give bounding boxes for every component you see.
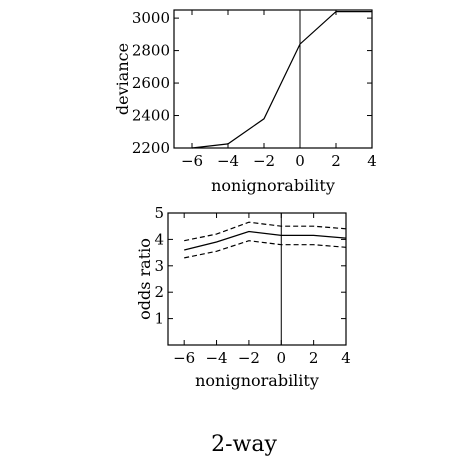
- x-tick-label: 2: [331, 152, 341, 170]
- series-line-0: [184, 221, 347, 242]
- x-axis-title: nonignorability: [195, 371, 319, 390]
- x-tick-label: 0: [276, 349, 286, 367]
- series-line-2: [184, 240, 347, 259]
- series-line-0: [191, 11, 372, 149]
- x-tick-label: 2: [309, 349, 319, 367]
- x-tick-label: −2: [253, 152, 275, 170]
- y-tick-label: 2400: [132, 107, 170, 125]
- x-tick-label: −4: [217, 152, 239, 170]
- odds-ratio-chart: −6 −4 −2 0 2 4 1 2 3 4 5 nonignorability odds ratio: [135, 204, 351, 390]
- y-tick-label: 4: [154, 230, 164, 248]
- deviance-chart: −6 −4 −2 0 2 4 2200 2400 2600 2800 3000 nonignorabi…: [113, 9, 377, 195]
- plot-frame: [173, 9, 373, 149]
- plot-frame: [167, 212, 347, 346]
- x-tick-label: 4: [341, 349, 351, 367]
- y-tick-label: 3: [154, 257, 164, 275]
- y-tick-label: 2800: [132, 42, 170, 60]
- y-tick-label: 2: [154, 283, 164, 301]
- x-axis-title: nonignorability: [211, 176, 335, 195]
- x-tick-label: −2: [238, 349, 260, 367]
- x-tick-label: −4: [205, 349, 227, 367]
- figure-caption: 2-way: [211, 432, 277, 457]
- y-axis-title: deviance: [113, 43, 132, 115]
- y-tick-label: 2200: [132, 139, 170, 157]
- x-tick-label: 4: [367, 152, 377, 170]
- x-tick-label: 0: [295, 152, 305, 170]
- y-tick-label: 5: [154, 204, 164, 222]
- x-tick-label: −6: [181, 152, 203, 170]
- y-tick-label: 3000: [132, 9, 170, 27]
- y-tick-label: 2600: [132, 74, 170, 92]
- y-tick-label: 1: [154, 310, 164, 328]
- y-axis-title: odds ratio: [135, 238, 154, 320]
- series-line-1: [184, 230, 347, 251]
- x-tick-label: −6: [173, 349, 195, 367]
